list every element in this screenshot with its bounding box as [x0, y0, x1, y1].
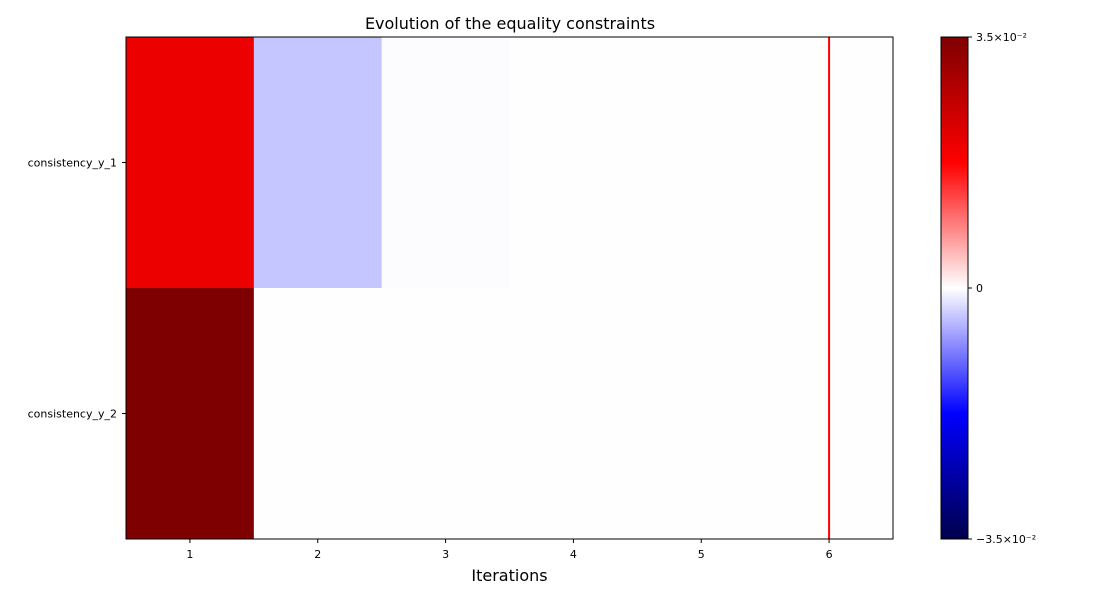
x-axis-ticks: 1 2 3 4 5 6: [186, 539, 833, 561]
x-tick-label: 4: [570, 548, 577, 561]
heatmap-cell: [509, 288, 638, 540]
colorbar-tick-label: −3.5×10⁻²: [976, 533, 1036, 546]
heatmap-cell: [509, 37, 638, 289]
heatmap-cell: [637, 37, 766, 289]
x-tick-label: 6: [826, 548, 833, 561]
heatmap-cell: [253, 288, 383, 540]
heatmap-cell: [381, 37, 510, 289]
y-axis-ticks: consistency_y_1 consistency_y_2: [28, 157, 126, 421]
x-axis-label: Iterations: [471, 566, 547, 585]
heatmap-cell: [637, 288, 766, 540]
x-tick-label: 1: [186, 548, 193, 561]
colorbar-ticks: 3.5×10⁻² 0 −3.5×10⁻²: [968, 31, 1036, 546]
x-tick-label: 2: [314, 548, 321, 561]
colorbar-tick-label: 0: [976, 282, 983, 295]
heatmap-cell: [126, 37, 255, 289]
heatmap-cell: [126, 288, 255, 540]
colorbar: [940, 36, 969, 540]
x-tick-label: 3: [442, 548, 449, 561]
heatmap-cell: [253, 37, 383, 289]
heatmap-cells: [126, 37, 894, 540]
plot-frame: [125, 36, 894, 540]
y-tick-label: consistency_y_2: [28, 408, 117, 421]
heatmap-cell: [381, 288, 510, 540]
y-tick-label: consistency_y_1: [28, 157, 117, 170]
colorbar-tick-label: 3.5×10⁻²: [976, 31, 1027, 44]
chart-title: Evolution of the equality constraints: [365, 14, 655, 33]
x-tick-label: 5: [698, 548, 705, 561]
